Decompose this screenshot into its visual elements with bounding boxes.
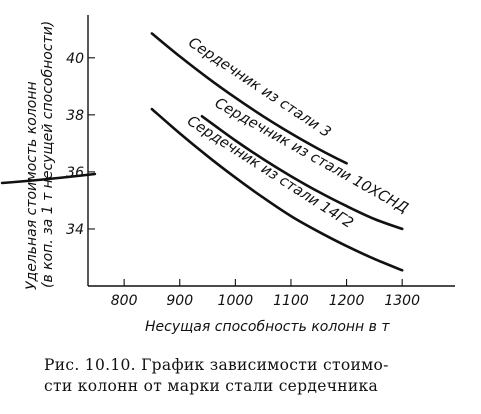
series-group: [150, 32, 404, 272]
y-tick-label: 36: [66, 165, 84, 181]
y-axis-label-line2: (в коп. за 1 т несущей способности): [40, 21, 56, 288]
x-tick-label: 1100: [273, 293, 309, 309]
x-axis-label: Несущая способность колонн в т: [145, 319, 390, 335]
x-tick-label: 1000: [218, 293, 254, 309]
curve-steel-3: [150, 32, 348, 165]
axes: [87, 15, 455, 287]
cost-chart: 34 36 38 40 800 900 1000 1100 1200 1300 Сердечни…: [0, 15, 455, 335]
x-ticks: 800 900 1000 1100 1200 1300: [111, 279, 420, 309]
curve-steel-10hsnd: [200, 115, 404, 231]
y-ticks: 34 36 38 40: [66, 51, 95, 238]
x-tick-label: 1300: [384, 293, 420, 309]
x-tick-label: 900: [166, 293, 193, 309]
figure-caption: Рис. 10.10. График зависимости стоимо- с…: [44, 355, 474, 397]
curve-steel-14g2: [150, 107, 404, 272]
x-tick-label: 1200: [329, 293, 365, 309]
caption-line-1: Рис. 10.10. График зависимости стоимо-: [44, 356, 389, 374]
x-tick-label: 800: [111, 293, 138, 309]
y-tick-label: 40: [66, 51, 84, 67]
caption-line-2: сти колонн от марки стали сердечника: [44, 377, 379, 395]
y-axis-label-line1: Удельная стоимость колонн: [24, 81, 40, 290]
stray-pen-mark: [0, 172, 97, 185]
y-tick-label: 34: [66, 222, 84, 238]
y-tick-label: 38: [66, 108, 84, 124]
